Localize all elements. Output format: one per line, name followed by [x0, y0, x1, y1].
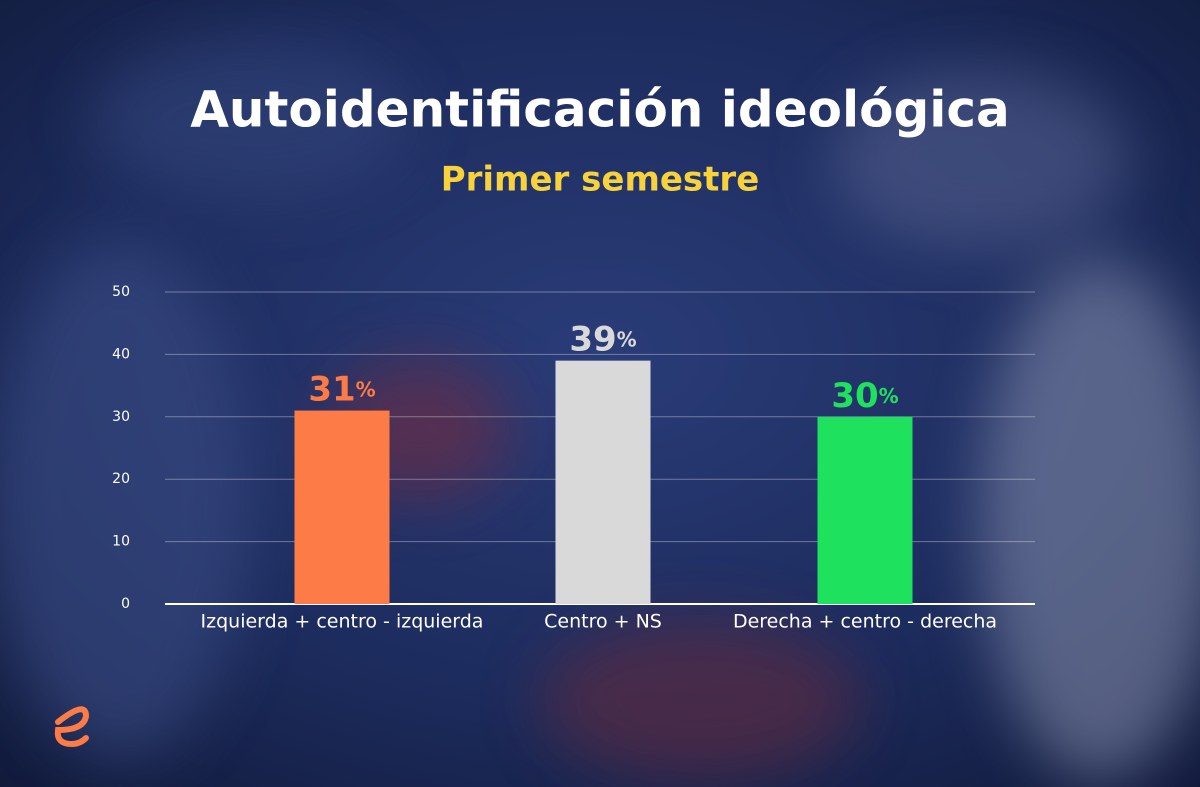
chart-title: Autoidentificación ideológica — [190, 81, 1010, 139]
value-label: 39% — [569, 319, 636, 359]
y-tick-label: 30 — [112, 409, 130, 425]
value-label: 31% — [308, 369, 375, 409]
background-crowd — [0, 40, 1200, 780]
y-tick-label: 20 — [112, 471, 130, 487]
y-tick-label: 10 — [112, 534, 130, 550]
bar — [817, 416, 913, 604]
x-tick-label: Derecha + centro - derecha — [733, 611, 997, 633]
x-tick-label: Izquierda + centro - izquierda — [201, 611, 484, 633]
value-label: 30% — [831, 375, 898, 415]
x-tick-label: Centro + NS — [544, 611, 662, 633]
chart-subtitle: Primer semestre — [441, 160, 760, 200]
y-tick-label: 40 — [112, 346, 130, 362]
logo — [54, 706, 90, 748]
bar — [555, 360, 651, 604]
bar — [294, 410, 390, 604]
y-tick-label: 50 — [112, 284, 130, 300]
y-tick-label: 0 — [121, 596, 130, 612]
